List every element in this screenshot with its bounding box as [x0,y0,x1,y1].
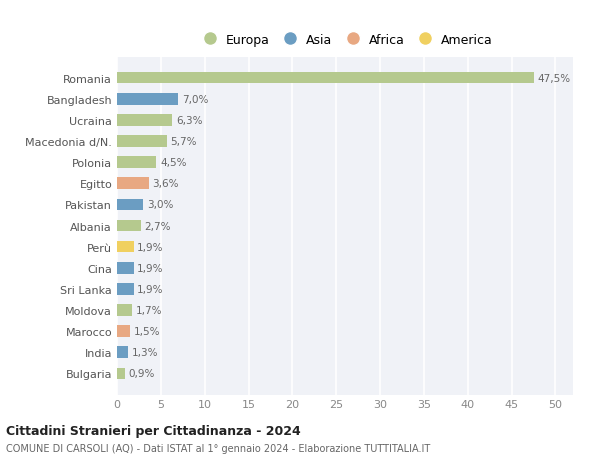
Text: 47,5%: 47,5% [537,73,570,84]
Bar [117,94,178,106]
Text: 4,5%: 4,5% [160,158,187,168]
Text: 1,9%: 1,9% [137,242,164,252]
Bar [117,115,172,127]
Text: 1,9%: 1,9% [137,263,164,273]
Bar [117,284,134,295]
Bar [117,199,143,211]
Text: 1,3%: 1,3% [132,347,158,358]
Text: Cittadini Stranieri per Cittadinanza - 2024: Cittadini Stranieri per Cittadinanza - 2… [6,424,301,437]
Text: 3,6%: 3,6% [152,179,179,189]
Text: 1,5%: 1,5% [134,326,160,336]
Bar [117,220,140,232]
Bar [117,263,134,274]
Bar [117,241,134,253]
Text: 1,7%: 1,7% [136,305,162,315]
Text: COMUNE DI CARSOLI (AQ) - Dati ISTAT al 1° gennaio 2024 - Elaborazione TUTTITALIA: COMUNE DI CARSOLI (AQ) - Dati ISTAT al 1… [6,443,430,453]
Text: 6,3%: 6,3% [176,116,202,126]
Text: 3,0%: 3,0% [147,200,173,210]
Bar [117,178,149,190]
Text: 1,9%: 1,9% [137,284,164,294]
Text: 0,9%: 0,9% [128,369,155,379]
Text: 7,0%: 7,0% [182,95,208,105]
Bar [117,73,533,84]
Bar [117,325,130,337]
Text: 5,7%: 5,7% [170,137,197,147]
Bar [117,136,167,147]
Bar [117,305,132,316]
Bar [117,347,128,358]
Text: 2,7%: 2,7% [144,221,170,231]
Legend: Europa, Asia, Africa, America: Europa, Asia, Africa, America [194,30,496,50]
Bar [117,157,157,168]
Bar [117,368,125,380]
